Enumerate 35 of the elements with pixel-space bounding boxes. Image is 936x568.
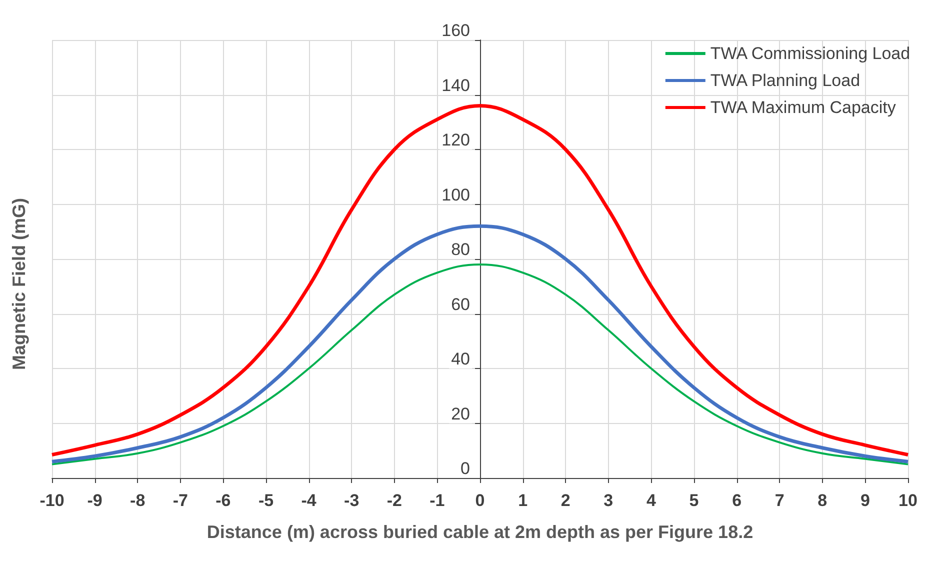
x-tick-label: 4 — [646, 491, 656, 510]
y-tick-label: 140 — [442, 76, 470, 95]
y-tick-label: 80 — [451, 240, 470, 259]
x-tick-label: 1 — [518, 491, 528, 510]
x-tick-label: -5 — [258, 491, 274, 510]
y-tick-label: 160 — [442, 21, 470, 40]
x-tick-label: -4 — [301, 491, 317, 510]
legend-label: TWA Maximum Capacity — [710, 98, 896, 117]
x-tick-label: -7 — [172, 491, 188, 510]
x-tick-label: 7 — [774, 491, 784, 510]
x-tick-label: 10 — [898, 491, 918, 510]
x-tick-label: 2 — [560, 491, 570, 510]
x-tick-label: 5 — [689, 491, 699, 510]
x-tick-label: -10 — [40, 491, 64, 510]
x-tick-label: -6 — [216, 491, 231, 510]
x-tick-label: 3 — [604, 491, 614, 510]
y-tick-label: 100 — [442, 185, 470, 204]
x-tick-label: -1 — [430, 491, 445, 510]
x-tick-label: -2 — [386, 491, 402, 510]
x-axis-title: Distance (m) across buried cable at 2m depth as per Figure 18.2 — [206, 522, 754, 542]
y-axis-title: Magnetic Field (mG) — [9, 198, 29, 370]
legend-label: TWA Planning Load — [710, 71, 860, 90]
x-tick-label: 6 — [732, 491, 742, 510]
y-tick-label: 60 — [451, 294, 470, 314]
x-tick-label: -9 — [87, 491, 102, 510]
legend-label: TWA Commissioning Load — [710, 44, 910, 63]
x-tick-label: 8 — [818, 491, 828, 510]
x-tick-label: 9 — [860, 491, 870, 510]
y-tick-label: 120 — [442, 130, 470, 150]
x-tick-label: -8 — [130, 491, 146, 510]
x-tick-label: -3 — [344, 491, 360, 510]
y-tick-label: 20 — [451, 404, 470, 424]
x-tick-label: 0 — [475, 491, 485, 510]
y-tick-label: 40 — [451, 350, 470, 368]
y-tick-label: 0 — [460, 459, 470, 478]
